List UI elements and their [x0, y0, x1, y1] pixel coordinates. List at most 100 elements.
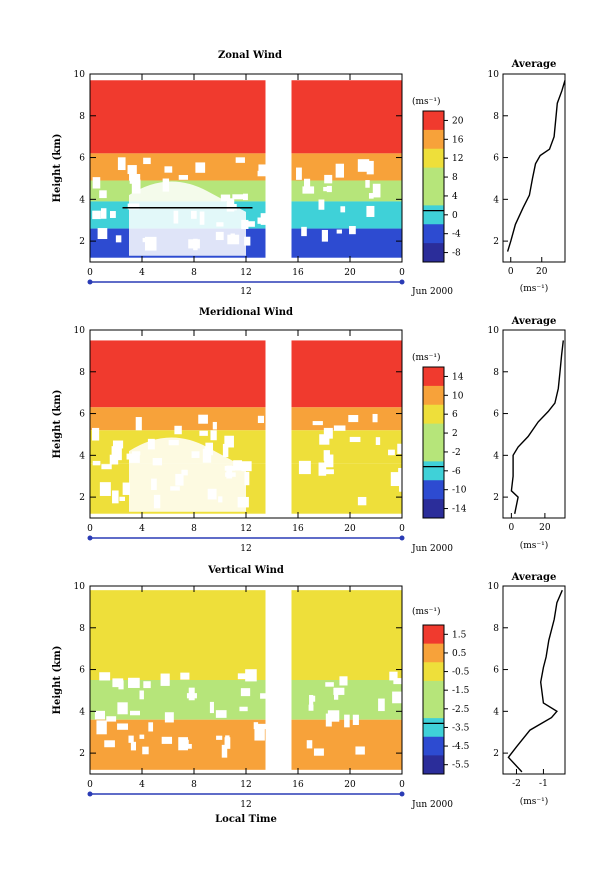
missing-data-patch [397, 443, 405, 454]
colorbar-segment [423, 404, 444, 425]
panel-1: 2 4 6 8 10 0 4 8 12 16 20 0 14 10 6 2 -2 -6 -10 -14 2 4 6 8 10 0 2… [74, 326, 566, 541]
missing-data-patch [260, 693, 270, 699]
missing-data-patch [112, 440, 124, 449]
colorbar-segment [423, 680, 444, 700]
missing-data-patch [128, 677, 140, 688]
missing-data-patch [245, 669, 257, 682]
missing-data-patch [221, 744, 228, 758]
missing-data-patch [257, 217, 265, 224]
missing-data-patch [174, 425, 182, 435]
missing-data-patch [333, 687, 345, 695]
missing-data-patch [324, 174, 333, 184]
missing-data-patch [339, 676, 348, 686]
missing-data-patch [164, 166, 173, 173]
missing-data-patch [344, 714, 350, 728]
colorbar-tick-label: -14 [452, 505, 467, 515]
missing-data-patch [349, 436, 361, 443]
colorbar-segment [423, 167, 444, 187]
missing-data-patch [222, 443, 229, 458]
missing-data-patch [389, 671, 398, 681]
missing-data-patch [139, 690, 144, 700]
missing-data-patch [112, 490, 119, 504]
missing-data-patch [257, 415, 265, 424]
missing-data-patch [244, 236, 251, 246]
colorbar-segment [423, 129, 444, 150]
colorbar-tick-label: -1.5 [452, 686, 470, 696]
missing-data-patch [117, 702, 128, 715]
x-tick-label: 20 [344, 780, 356, 790]
day-bar-end [87, 535, 93, 541]
missing-data-patch [111, 446, 122, 461]
missing-data-patch [139, 734, 145, 739]
missing-data-patch [323, 186, 332, 192]
missing-data-patch [209, 701, 214, 714]
average-y-tick-label: 8 [493, 624, 499, 634]
missing-data-patch [104, 483, 110, 494]
vertical-average-xlabel: (ms⁻¹) [520, 796, 549, 807]
missing-data-patch [336, 229, 342, 234]
average-y-tick-label: 10 [488, 70, 500, 80]
y-tick-label: 4 [79, 451, 85, 461]
zonal-wind-title: Zonal Wind [218, 50, 282, 61]
missing-data-patch [348, 415, 359, 423]
x-tick-label: 0 [399, 780, 405, 790]
missing-data-patch [128, 735, 134, 743]
colorbar-tick-label: -10 [452, 486, 467, 496]
heatmap-band [291, 680, 402, 720]
x-tick-label: 0 [87, 268, 93, 278]
colorbar-segment [423, 736, 444, 756]
heatmap-band [90, 340, 266, 408]
zonal-average-xlabel: (ms⁻¹) [520, 283, 549, 294]
y-tick-label: 2 [79, 493, 85, 503]
missing-data-patch [117, 723, 128, 730]
meridional-ylabel: Height (km) [52, 390, 63, 459]
missing-data-patch [241, 461, 252, 472]
missing-data-patch [220, 194, 231, 202]
average-x-tick-label: 20 [536, 267, 548, 277]
x-tick-label: 16 [292, 268, 304, 278]
missing-data-patch [352, 714, 359, 725]
day-bar-end [399, 791, 405, 797]
colorbar-tick-label: 4 [452, 192, 458, 202]
colorbar-tick-label: 16 [452, 135, 464, 145]
missing-data-patch [318, 199, 325, 210]
missing-data-patch [143, 157, 151, 165]
missing-data-patch [161, 736, 173, 744]
x-tick-label: 0 [399, 268, 405, 278]
missing-data-patch [212, 421, 217, 430]
colorbar-tick-label: -2 [452, 448, 461, 458]
x-tick-label: 12 [240, 780, 251, 790]
missing-data-patch [375, 437, 381, 445]
missing-data-patch [224, 737, 231, 749]
missing-data-patch [94, 710, 105, 720]
missing-data-patch [181, 739, 189, 746]
average-profile-line [510, 340, 564, 514]
missing-data-patch [296, 167, 302, 180]
missing-data-patch [91, 427, 100, 441]
colorbar-frame [422, 366, 445, 519]
missing-data-patch [224, 435, 234, 448]
colorbar-tick-label: 0.5 [452, 649, 467, 659]
missing-data-patch [368, 193, 374, 199]
colorbar-tick-label: -8 [452, 249, 461, 259]
colorbar-segment [423, 699, 444, 719]
missing-data-patch [99, 190, 107, 199]
colorbar-segment [423, 148, 444, 169]
missing-data-patch [122, 482, 130, 495]
missing-data-patch [388, 449, 395, 456]
average-profile-line [507, 589, 563, 773]
missing-data-patch [239, 706, 248, 712]
missing-data-patch [321, 229, 328, 242]
day-bar-end [399, 535, 405, 541]
missing-data-patch [210, 430, 217, 441]
missing-data-patch [117, 157, 126, 171]
x-tick-label: 4 [139, 780, 145, 790]
missing-data-patch [349, 226, 356, 235]
missing-data-patch [198, 414, 208, 424]
missing-data-patch [325, 682, 334, 687]
average-x-tick-label: 0 [508, 267, 514, 277]
x-tick-label: 16 [292, 524, 304, 534]
missing-data-patch [333, 425, 346, 431]
missing-data-patch [135, 417, 142, 431]
